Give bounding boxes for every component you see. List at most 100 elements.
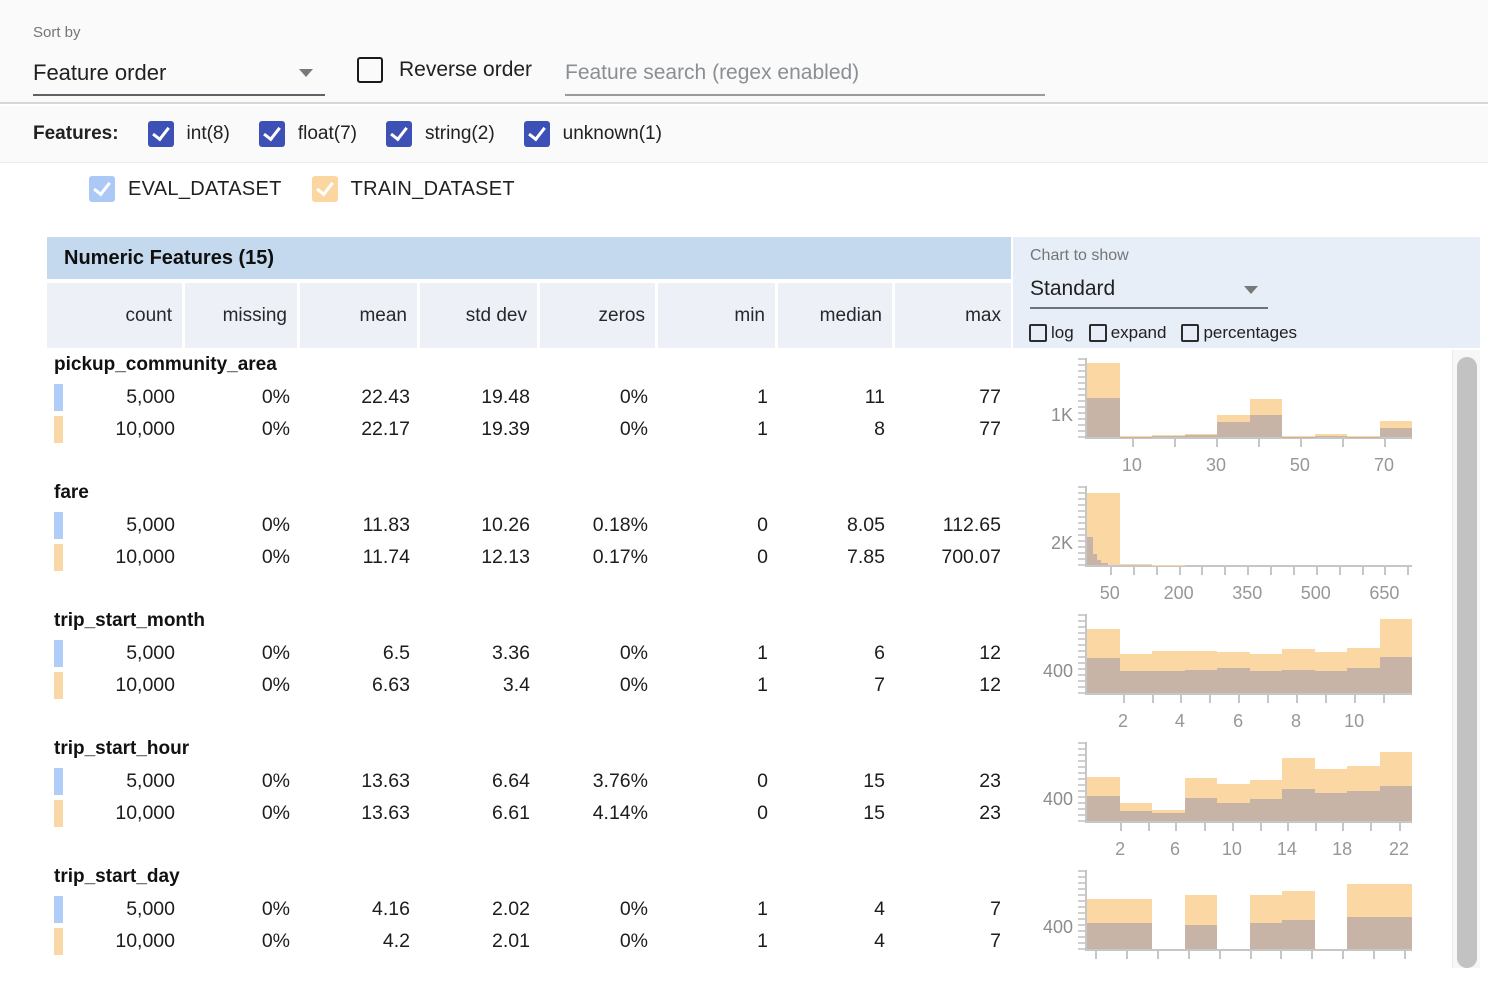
x-axis-tick-label: 350 (1225, 583, 1269, 604)
x-axis-line (1085, 949, 1412, 951)
checkbox-checked-icon[interactable] (259, 121, 285, 147)
feature-search-input[interactable] (565, 52, 1045, 94)
dataset-color-chip (54, 640, 63, 667)
stat-value-missing: 0% (185, 637, 300, 669)
dataset-color-chip (54, 672, 63, 699)
x-axis-tick (1216, 439, 1218, 447)
chart-option-label: percentages (1203, 323, 1297, 343)
stat-value-max: 23 (895, 797, 1011, 829)
dataset-color-chip (54, 416, 63, 443)
sort-order-dropdown[interactable]: Feature order (33, 52, 325, 96)
chart-option-log[interactable]: log (1029, 323, 1074, 343)
y-axis-tick (1078, 540, 1085, 542)
checkbox-unchecked-icon[interactable] (1089, 324, 1107, 342)
y-axis-tick (1078, 388, 1085, 390)
x-axis-tick (1296, 695, 1298, 703)
feature-type-filter-item[interactable]: string(2) (386, 121, 495, 147)
stat-value-count: 5,000 (47, 509, 185, 541)
stat-value-std-dev: 2.02 (420, 893, 540, 925)
dataset-color-chip (54, 768, 63, 795)
x-axis-tick (1188, 951, 1190, 959)
dataset-legend-item[interactable]: TRAIN_DATASET (312, 176, 515, 202)
x-axis-tick (1120, 823, 1122, 831)
checkbox-unchecked-icon[interactable] (1029, 324, 1047, 342)
dataset-name-label: EVAL_DATASET (128, 178, 282, 201)
y-axis-tick (1078, 564, 1085, 566)
feature-type-filter-item[interactable]: float(7) (259, 121, 357, 147)
stat-value-mean: 11.74 (300, 541, 420, 573)
stat-value-missing: 0% (185, 765, 300, 797)
stat-value-max: 700.07 (895, 541, 1011, 573)
x-axis-line (1085, 437, 1412, 439)
y-axis-tick (1078, 370, 1085, 372)
dataset-checkbox-icon[interactable] (312, 176, 338, 202)
feature-type-filter-item[interactable]: int(8) (148, 121, 230, 147)
column-header-std-dev: std dev (420, 283, 540, 348)
dataset-color-chip (54, 800, 63, 827)
stat-value-mean: 6.63 (300, 669, 420, 701)
eval-histogram-bar (1282, 670, 1315, 693)
y-axis-tick (1078, 772, 1085, 774)
chart-to-show-label: Chart to show (1030, 247, 1129, 265)
stat-value-mean: 13.63 (300, 797, 420, 829)
stat-value-zeros: 0.17% (540, 541, 658, 573)
stat-value-mean: 6.5 (300, 637, 420, 669)
eval-histogram-bar (1347, 917, 1380, 949)
x-axis-tick (1204, 823, 1206, 831)
y-axis-tick (1078, 888, 1085, 890)
x-axis-tick (1384, 567, 1386, 575)
x-axis-tick-label: 70 (1362, 455, 1406, 476)
dataset-color-chip (54, 544, 63, 571)
feature-type-filter-item[interactable]: unknown(1) (524, 121, 662, 147)
stat-value-median: 11 (778, 381, 895, 413)
column-header-missing: missing (185, 283, 300, 348)
stat-value-std-dev: 19.39 (420, 413, 540, 445)
checkbox-unchecked-icon[interactable] (1181, 324, 1199, 342)
y-axis-tick (1078, 686, 1085, 688)
reverse-order-control[interactable]: Reverse order (357, 57, 532, 83)
y-axis-tick (1078, 906, 1085, 908)
eval-histogram-bar (1087, 398, 1120, 437)
x-axis-tick (1152, 695, 1154, 703)
checkbox-checked-icon[interactable] (524, 121, 550, 147)
chart-option-expand[interactable]: expand (1089, 323, 1167, 343)
stat-value-median: 8.05 (778, 509, 895, 541)
y-axis-tick (1078, 498, 1085, 500)
stat-value-min: 0 (658, 765, 778, 797)
x-axis-tick-label: 2 (1101, 711, 1145, 732)
chart-option-checkboxes: log expand percentages (1029, 323, 1312, 343)
dataset-name-label: TRAIN_DATASET (351, 178, 515, 201)
x-axis-tick-label: 10 (1332, 711, 1376, 732)
chart-option-percentages[interactable]: percentages (1181, 323, 1297, 343)
y-axis-tick (1078, 748, 1085, 750)
dataset-legend-item[interactable]: EVAL_DATASET (89, 176, 282, 202)
numeric-features-header: Numeric Features (15) (47, 237, 1011, 279)
y-axis-tick (1078, 522, 1085, 524)
y-axis-tick (1078, 656, 1085, 658)
feature-block: fare5,0000%11.8310.260.18%08.05112.6510,… (47, 480, 1480, 608)
chevron-down-icon (1244, 286, 1258, 294)
x-axis-tick-label: 2 (1098, 839, 1142, 860)
dataset-checkbox-icon[interactable] (89, 176, 115, 202)
vertical-scrollbar-thumb[interactable] (1457, 357, 1477, 968)
dataset-color-chip (54, 384, 63, 411)
histogram-trip_start_day: 400 (1085, 864, 1445, 992)
x-axis-tick (1175, 823, 1177, 831)
eval-histogram-bar (1087, 658, 1120, 693)
dataset-color-chip (54, 512, 63, 539)
stat-value-zeros: 0% (540, 381, 658, 413)
x-axis-tick (1250, 951, 1252, 959)
eval-histogram-bar (1282, 789, 1315, 821)
stat-value-count: 10,000 (47, 541, 185, 573)
stat-value-max: 77 (895, 413, 1011, 445)
stats-row-eval: 5,0000%4.162.020%147 (47, 893, 1011, 925)
y-axis-tick (1078, 680, 1085, 682)
checkbox-checked-icon[interactable] (386, 121, 412, 147)
eval-histogram-bar (1380, 657, 1413, 693)
reverse-order-checkbox[interactable] (357, 57, 383, 83)
chart-type-dropdown[interactable]: Standard (1030, 271, 1268, 309)
eval-histogram-bar (1315, 436, 1348, 437)
checkbox-checked-icon[interactable] (148, 121, 174, 147)
y-axis-tick (1078, 778, 1085, 780)
stats-row-eval: 5,0000%13.636.643.76%01523 (47, 765, 1011, 797)
